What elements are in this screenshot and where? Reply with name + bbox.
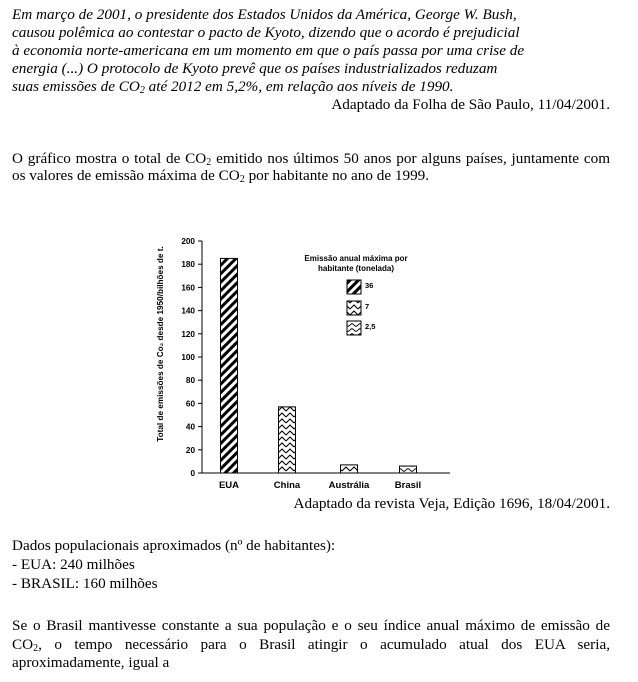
bars	[220, 257, 417, 474]
bar-eua	[220, 257, 238, 474]
bar-china	[278, 406, 296, 474]
y-tick-label: 160	[181, 283, 195, 292]
y-axis-label: Total de emissões de Co₂ desde 1950/bilh…	[156, 246, 165, 442]
intro-source: Adaptado da Folha de São Paulo, 11/04/20…	[331, 96, 610, 113]
y-tick-label: 200	[181, 237, 195, 246]
y-tick-label: 40	[186, 423, 196, 432]
x-tick-label: China	[274, 480, 301, 490]
y-tick-label: 0	[190, 469, 195, 478]
y-axis: 0 20 40 60 80 100 120 140 160 180 200	[181, 237, 450, 478]
y-tick-label: 80	[186, 376, 196, 385]
x-axis-labels: EUA China Austrália Brasil	[219, 480, 421, 490]
bar-brasil	[399, 465, 417, 474]
y-tick-label: 180	[181, 260, 195, 269]
intro-line-5: suas emissões de CO2 até 2012 em 5,2%, e…	[12, 78, 454, 96]
x-tick-label: Brasil	[395, 480, 421, 490]
population-title: Dados populacionais aproximados (nº de h…	[12, 537, 336, 554]
legend-swatch-zigzag	[346, 300, 362, 316]
y-tick-label: 60	[186, 399, 196, 408]
legend-label: 2,5	[365, 322, 375, 331]
y-tick-label: 100	[181, 353, 195, 362]
population-brasil: - BRASIL: 160 milhões	[12, 575, 158, 592]
legend-label: 7	[365, 302, 369, 311]
intro-line-1: Em março de 2001, o presidente dos Estad…	[12, 6, 517, 23]
legend-title-line-2: habitante (tonelada)	[318, 264, 394, 273]
bar-austrália	[340, 464, 358, 474]
legend-label: 36	[365, 281, 373, 290]
legend-swatch-wave	[346, 320, 362, 336]
population-eua: - EUA: 240 milhões	[12, 556, 135, 573]
x-tick-label: EUA	[219, 480, 239, 490]
legend: Emissão anual máxima por habitante (tone…	[304, 254, 408, 336]
intro-line-2: causou polêmica ao contestar o pacto de …	[12, 24, 520, 41]
x-tick-label: Austrália	[329, 480, 370, 490]
chart-source: Adaptado da revista Veja, Edição 1696, 1…	[293, 495, 610, 512]
y-tick-label: 120	[181, 330, 195, 339]
emissions-bar-chart: Total de emissões de Co₂ desde 1950/bilh…	[156, 237, 450, 490]
question-paragraph: Se o Brasil mantivesse constante a sua p…	[12, 617, 610, 672]
legend-swatch-diagonal	[346, 279, 362, 295]
chart-intro-paragraph: O gráfico mostra o total de CO2 emitido …	[12, 150, 611, 186]
intro-line-4: energia (...) O protocolo de Kyoto prevê…	[12, 60, 498, 77]
legend-title-line-1: Emissão anual máxima por	[304, 254, 407, 263]
intro-line-3: à economia norte-americana em um momento…	[12, 42, 525, 59]
y-tick-label: 140	[181, 307, 195, 316]
y-tick-label: 20	[186, 446, 196, 455]
